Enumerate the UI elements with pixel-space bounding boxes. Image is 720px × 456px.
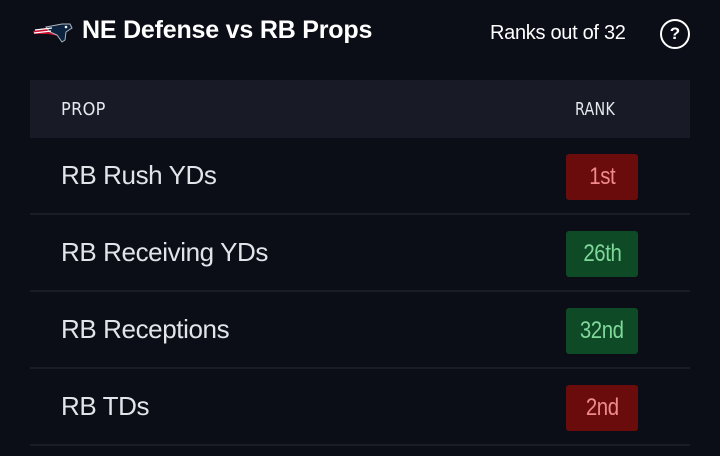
prop-name: RB Receiving YDs — [61, 237, 268, 267]
table-row: RB Rush YDs 1st — [30, 138, 690, 215]
rank-badge: 1st — [566, 154, 638, 200]
column-header-prop: PROP — [61, 99, 106, 120]
rank-badge: 32nd — [566, 308, 638, 354]
table-row: RB Receiving YDs 26th — [30, 215, 690, 292]
rank-badge: 26th — [566, 231, 638, 277]
table-row: RB Receptions 32nd — [30, 292, 690, 369]
prop-name: RB Rush YDs — [61, 160, 217, 190]
table-row: RB TDs 2nd — [30, 369, 690, 446]
page-title: NE Defense vs RB Props — [82, 16, 373, 44]
table-header: PROP RANK — [30, 80, 690, 138]
question-icon: ? — [669, 24, 681, 43]
rank-badge: 2nd — [566, 385, 638, 431]
ranks-note: Ranks out of 32 — [490, 22, 626, 44]
prop-name: RB Receptions — [61, 314, 230, 344]
rank-value: 32nd — [580, 317, 624, 344]
props-table: PROP RANK RB Rush YDs 1st RB Receiving Y… — [30, 80, 690, 446]
header: NE Defense vs RB Props Ranks out of 32 ? — [0, 0, 720, 70]
rank-value: 26th — [582, 240, 622, 267]
column-header-rank: RANK — [575, 99, 616, 120]
patriots-logo-icon — [33, 23, 73, 43]
rank-value: 1st — [589, 163, 615, 190]
prop-name: RB TDs — [61, 391, 150, 421]
help-button[interactable]: ? — [660, 19, 690, 49]
rank-value: 2nd — [585, 394, 619, 421]
